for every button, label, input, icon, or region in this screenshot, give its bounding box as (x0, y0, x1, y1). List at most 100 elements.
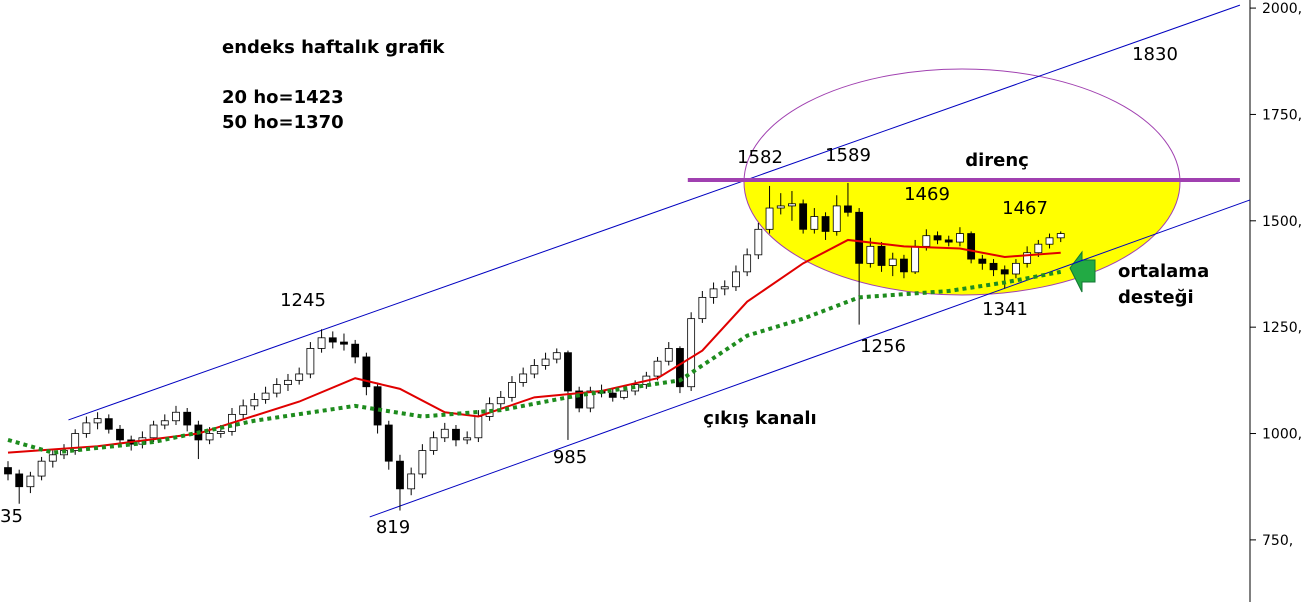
candle-body (519, 373, 528, 383)
plot: 2000, 1750, 1500, 1250, 1000, 750, 20 ho=1423 5… (0, 1, 1302, 549)
candle-body (1045, 237, 1054, 245)
candle-body (776, 205, 785, 209)
candle-body (37, 460, 46, 477)
candle-body (104, 418, 113, 430)
candle-body (384, 424, 393, 462)
candle-body (720, 286, 729, 290)
candle-body (418, 450, 427, 475)
annotation: 20 ho=1423 (222, 87, 344, 108)
y-tick-label: 1250, (1262, 320, 1302, 336)
y-tick-label: 2000, (1262, 1, 1302, 17)
candle-body (1000, 269, 1009, 275)
candle-body (407, 473, 416, 490)
moving-average (7, 269, 1062, 455)
chart-title: endeks haftalık grafik (222, 37, 445, 58)
candle-body (620, 390, 628, 398)
candle-body (452, 428, 460, 441)
candle-body (933, 235, 942, 241)
candle-body (956, 233, 964, 243)
y-tick-label: 1750, (1262, 107, 1302, 123)
candle-body (967, 233, 976, 260)
annotation: 1582 (737, 147, 783, 168)
candle-body (496, 396, 505, 405)
candle-body (284, 379, 292, 385)
candle-body (687, 318, 696, 388)
candle-body (160, 420, 169, 426)
candle-body (922, 235, 931, 247)
candle-body (205, 433, 214, 441)
candle-body (832, 205, 841, 232)
candle-body (396, 460, 404, 490)
candle-body (900, 258, 908, 273)
annotation: 35 (0, 506, 23, 527)
candle-body (552, 352, 561, 360)
candle-body (149, 424, 158, 439)
candle-body (944, 239, 953, 243)
candle-body (116, 428, 124, 441)
candle-body (530, 365, 539, 375)
y-tick-label: 1500, (1262, 214, 1302, 230)
candle-body (911, 245, 920, 273)
candle-body (709, 288, 718, 298)
annotation: 1245 (280, 290, 326, 311)
candle-body (1056, 233, 1065, 239)
candle-body (272, 384, 281, 394)
annotation: 1469 (904, 184, 950, 205)
candle-body (82, 422, 91, 434)
annotation: çıkış kanalı (703, 408, 816, 429)
resistance-ellipse (743, 68, 1181, 296)
candle-body (608, 392, 617, 398)
candle-body (317, 337, 326, 349)
candle-body (765, 207, 774, 230)
annotation: desteği (1118, 287, 1194, 308)
annotation: 50 ho=1370 (222, 112, 344, 133)
candle-body (239, 405, 248, 415)
annotation: 1341 (982, 299, 1028, 320)
candle-body (328, 337, 337, 343)
candle-body (698, 296, 707, 320)
candle-body (429, 437, 438, 451)
annotation: 1256 (860, 336, 906, 357)
candle-body (1034, 243, 1043, 254)
candle-body (172, 411, 180, 422)
annotation: 819 (376, 517, 410, 538)
candle-body (340, 341, 348, 345)
candle-body (508, 382, 516, 398)
candle-body (93, 418, 102, 424)
y-tick-label: 1000, (1262, 427, 1302, 443)
candle-body (71, 433, 80, 451)
candle-body (15, 473, 24, 488)
candle-body (541, 358, 550, 366)
trend-line (369, 199, 1251, 518)
candle-body (653, 360, 662, 377)
annotation: 985 (553, 447, 587, 468)
candle-body (1012, 262, 1020, 275)
candle-body (373, 386, 382, 426)
candle-body (564, 352, 572, 392)
candle-body (877, 245, 886, 266)
candle-body (261, 392, 270, 400)
candle-body (743, 254, 752, 273)
candle-body (664, 348, 673, 362)
candle-body (362, 356, 371, 388)
candle-body (250, 399, 259, 407)
candle-body (788, 203, 796, 207)
candle-body (821, 216, 830, 232)
candle-body (989, 262, 998, 271)
candle-body (295, 373, 304, 381)
trend-line (68, 4, 1241, 421)
candle-body (575, 390, 584, 409)
candle-body (183, 411, 192, 426)
candle-body (1023, 252, 1032, 264)
candle-body (474, 416, 483, 439)
annotation: 1589 (825, 145, 871, 166)
candle-body (732, 271, 740, 288)
candle-body (440, 428, 449, 439)
candle-body (26, 475, 35, 488)
candle-body (463, 437, 472, 441)
candle-body (216, 430, 225, 434)
candle-body (866, 245, 875, 264)
candle-body (799, 203, 808, 230)
candle-body (586, 390, 595, 409)
